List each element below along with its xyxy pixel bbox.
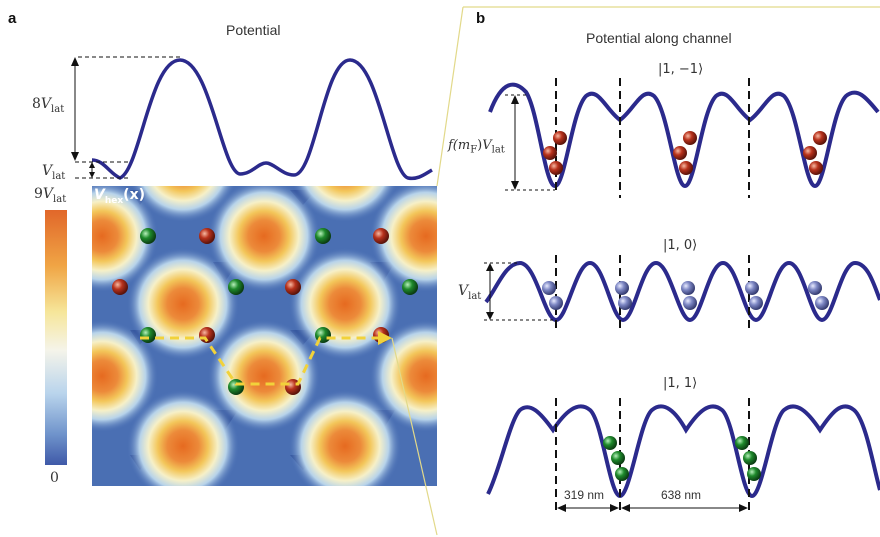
distance-label-319: 319 nm bbox=[563, 488, 606, 502]
potential-curve-a bbox=[91, 58, 433, 181]
atoms-state-minus1 bbox=[543, 131, 827, 175]
potential-map bbox=[92, 186, 437, 486]
panel-b-letter: b bbox=[476, 10, 486, 27]
distance-label-638: 638 nm bbox=[660, 488, 703, 502]
label-vlat-b: Vlat bbox=[458, 283, 482, 302]
state-label-0: |1, 0⟩ bbox=[663, 238, 698, 253]
curve-state-plus1 bbox=[486, 404, 880, 499]
channel-path bbox=[140, 336, 380, 386]
panel-a-letter: a bbox=[8, 10, 17, 27]
curve-state-0 bbox=[484, 260, 880, 323]
colorbar-bottom-label: 0 bbox=[50, 470, 59, 486]
potential-peaks bbox=[92, 186, 437, 486]
atoms-state-0 bbox=[542, 281, 829, 310]
state-label-plus1: |1, 1⟩ bbox=[663, 376, 698, 391]
channel-dividers bbox=[555, 78, 750, 515]
label-fmf-vlat: f(mF)Vlat bbox=[448, 138, 505, 156]
state-label-minus1: |1, −1⟩ bbox=[658, 62, 704, 77]
label-8vlat: 8Vlat bbox=[32, 96, 65, 115]
panel-a-title: Potential bbox=[226, 22, 281, 38]
map-label: Vhex(x) bbox=[94, 187, 145, 206]
atoms-state-plus1 bbox=[603, 436, 761, 481]
panel-b-title: Potential along channel bbox=[586, 30, 732, 46]
connector-top bbox=[436, 6, 464, 187]
connector-bottom bbox=[391, 337, 438, 536]
colorbar-top-label: 9Vlat bbox=[34, 186, 67, 205]
label-vlat-a: Vlat bbox=[42, 163, 66, 182]
colorbar bbox=[45, 210, 67, 465]
distance-arrows bbox=[557, 504, 748, 512]
depth-annotation-1 bbox=[505, 94, 555, 191]
